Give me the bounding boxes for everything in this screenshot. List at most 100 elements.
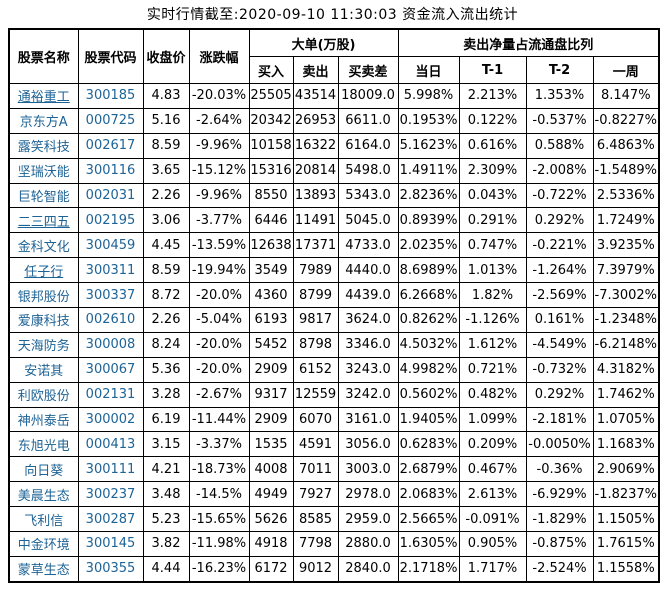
stock-name-cell[interactable]: 东旭光电 xyxy=(8,431,79,458)
stock-code-cell[interactable]: 300237 xyxy=(77,481,144,508)
stock-code-cell[interactable]: 300459 xyxy=(77,232,144,259)
table-row: 中金环境 300145 3.82 -11.98% 4918 7798 2880.0 1.630… xyxy=(8,531,660,557)
stock-name-cell[interactable]: 天海防务 xyxy=(8,331,79,358)
buy-cell: 8550 xyxy=(248,182,294,209)
stock-code-cell[interactable]: 002617 xyxy=(77,132,144,159)
stock-code-cell[interactable]: 002031 xyxy=(77,182,144,209)
stock-name-cell[interactable]: 利欧股份 xyxy=(8,381,79,408)
table-row: 金科文化 300459 4.45 -13.59% 12638 17371 4733.0 2.0… xyxy=(8,232,660,259)
stock-name-cell[interactable]: 安诺其 xyxy=(8,356,79,383)
t2-cell: -0.875% xyxy=(525,531,594,557)
stock-code-cell[interactable]: 300116 xyxy=(77,157,144,184)
stock-name-cell[interactable]: 向日葵 xyxy=(8,456,79,483)
day-cell: 1.6305% xyxy=(397,531,460,557)
t2-cell: -2.569% xyxy=(525,282,594,309)
stock-code-cell[interactable]: 300008 xyxy=(77,331,144,358)
table-row: 利欧股份 002131 3.28 -2.67% 9317 12559 3242.0 0.560… xyxy=(8,381,660,408)
week-cell: 1.1505% xyxy=(592,506,660,533)
stock-code-cell[interactable]: 002195 xyxy=(77,207,144,234)
close-price-cell: 2.26 xyxy=(142,182,190,209)
stock-name-cell[interactable]: 银邦股份 xyxy=(8,282,79,309)
week-cell: 8.147% xyxy=(592,83,660,109)
buy-sell-diff-cell: 6611.0 xyxy=(337,107,399,134)
buy-cell: 20342 xyxy=(248,107,294,134)
sell-cell: 6152 xyxy=(292,356,339,383)
change-pct-cell: -9.96% xyxy=(188,132,250,159)
stock-name-cell[interactable]: 巨轮智能 xyxy=(8,182,79,209)
stock-name-cell[interactable]: 二三四五 xyxy=(8,207,79,234)
close-price-cell: 4.21 xyxy=(142,456,190,483)
day-cell: 0.1953% xyxy=(397,107,460,134)
close-price-cell: 6.19 xyxy=(142,406,190,433)
buy-cell: 4008 xyxy=(248,456,294,483)
t1-cell: 0.721% xyxy=(458,356,527,383)
stock-name-cell[interactable]: 露笑科技 xyxy=(8,132,79,159)
stock-code-cell[interactable]: 300337 xyxy=(77,282,144,309)
buy-sell-diff-cell: 3003.0 xyxy=(337,456,399,483)
table-row: 安诺其 300067 5.36 -20.0% 2909 6152 3243.0 4.9982%… xyxy=(8,356,660,383)
buy-cell: 2909 xyxy=(248,406,294,433)
table-row: 二三四五 002195 3.06 -3.77% 6446 11491 5045.0 0.893… xyxy=(8,207,660,234)
stock-code-cell[interactable]: 300002 xyxy=(77,406,144,433)
stock-code-cell[interactable]: 300185 xyxy=(77,83,144,109)
sell-cell: 7798 xyxy=(292,531,339,557)
buy-sell-diff-cell: 2840.0 xyxy=(337,555,399,583)
t2-cell: 0.588% xyxy=(525,132,594,159)
change-pct-cell: -20.0% xyxy=(188,331,250,358)
stock-name-cell[interactable]: 任子行 xyxy=(8,257,79,284)
close-price-cell: 3.28 xyxy=(142,381,190,408)
stock-name-cell[interactable]: 神州泰岳 xyxy=(8,406,79,433)
change-pct-cell: -20.0% xyxy=(188,282,250,309)
t2-cell: 0.161% xyxy=(525,307,594,333)
buy-cell: 4918 xyxy=(248,531,294,557)
stock-name-cell[interactable]: 京东方A xyxy=(8,107,79,134)
buy-sell-diff-cell: 6164.0 xyxy=(337,132,399,159)
t1-cell: 2.309% xyxy=(458,157,527,184)
week-cell: 4.3182% xyxy=(592,356,660,383)
t1-cell: 0.043% xyxy=(458,182,527,209)
stock-name-cell[interactable]: 金科文化 xyxy=(8,232,79,259)
col-header-t1: T-1 xyxy=(458,56,527,84)
table-row: 美晨生态 300237 3.48 -14.5% 4949 7927 2978.0 2.0683… xyxy=(8,481,660,508)
stock-code-cell[interactable]: 300145 xyxy=(77,531,144,557)
stock-code-cell[interactable]: 300355 xyxy=(77,555,144,583)
buy-cell: 6172 xyxy=(248,555,294,583)
stock-name-cell[interactable]: 蒙草生态 xyxy=(8,555,79,583)
stock-name-cell[interactable]: 坚瑞沃能 xyxy=(8,157,79,184)
stock-code-cell[interactable]: 000413 xyxy=(77,431,144,458)
col-header-buy: 买入 xyxy=(248,56,294,84)
buy-cell: 4360 xyxy=(248,282,294,309)
stock-code-cell[interactable]: 002610 xyxy=(77,307,144,333)
t1-cell: 0.905% xyxy=(458,531,527,557)
buy-sell-diff-cell: 2978.0 xyxy=(337,481,399,508)
stock-code-cell[interactable]: 300067 xyxy=(77,356,144,383)
stock-name-cell[interactable]: 美晨生态 xyxy=(8,481,79,508)
day-cell: 4.5032% xyxy=(397,331,460,358)
stock-code-cell[interactable]: 002131 xyxy=(77,381,144,408)
stock-name-cell[interactable]: 通裕重工 xyxy=(8,83,79,109)
day-cell: 1.4911% xyxy=(397,157,460,184)
stock-code-cell[interactable]: 000725 xyxy=(77,107,144,134)
col-header-close-price: 收盘价 xyxy=(142,28,190,84)
change-pct-cell: -15.65% xyxy=(188,506,250,533)
buy-sell-diff-cell: 3243.0 xyxy=(337,356,399,383)
stock-name-cell[interactable]: 爱康科技 xyxy=(8,307,79,333)
week-cell: 1.7462% xyxy=(592,381,660,408)
stock-code-cell[interactable]: 300111 xyxy=(77,456,144,483)
day-cell: 0.8262% xyxy=(397,307,460,333)
table-body: 通裕重工 300185 4.83 -20.03% 25505 43514 18009.0 5.… xyxy=(8,83,660,583)
buy-sell-diff-cell: 5498.0 xyxy=(337,157,399,184)
day-cell: 2.0683% xyxy=(397,481,460,508)
stock-code-cell[interactable]: 300287 xyxy=(77,506,144,533)
stock-code-cell[interactable]: 300311 xyxy=(77,257,144,284)
stock-name-cell[interactable]: 飞利信 xyxy=(8,506,79,533)
change-pct-cell: -2.64% xyxy=(188,107,250,134)
buy-cell: 6446 xyxy=(248,207,294,234)
week-cell: -6.2148% xyxy=(592,331,660,358)
close-price-cell: 4.44 xyxy=(142,555,190,583)
close-price-cell: 8.59 xyxy=(142,132,190,159)
stock-name-cell[interactable]: 中金环境 xyxy=(8,531,79,557)
close-price-cell: 3.15 xyxy=(142,431,190,458)
table-row: 露笑科技 002617 8.59 -9.96% 10158 16322 6164.0 5.16… xyxy=(8,132,660,159)
buy-sell-diff-cell: 4440.0 xyxy=(337,257,399,284)
